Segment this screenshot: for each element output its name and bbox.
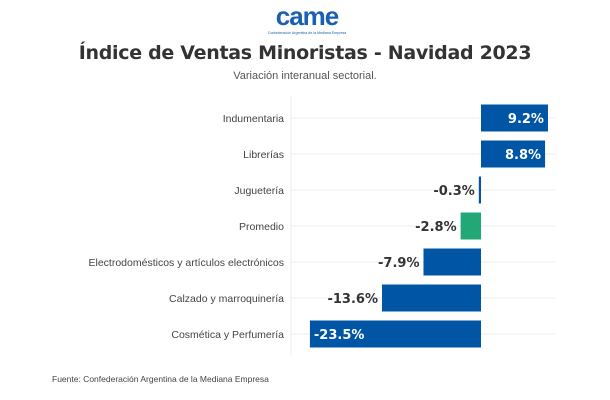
data-label: -7.9%: [378, 256, 419, 271]
chart-title: Índice de Ventas Minoristas - Navidad 20…: [78, 42, 532, 64]
bar: [481, 140, 546, 168]
bar: [460, 212, 481, 240]
bar: [481, 104, 548, 132]
svg-text:came: came: [276, 2, 339, 31]
bar: [309, 320, 481, 348]
category-label: Juguetería: [234, 185, 284, 197]
data-label: -2.8%: [415, 220, 456, 235]
data-label: 8.8%: [505, 148, 541, 163]
category-label: Electrodomésticos y artículos electrónic…: [89, 257, 285, 269]
came-logo: came Confederación Argentina de la Media…: [268, 2, 347, 35]
data-label: -23.5%: [314, 328, 365, 343]
data-label: -13.6%: [327, 292, 378, 307]
data-label: 9.2%: [508, 112, 544, 127]
source-note: Fuente: Confederación Argentina de la Me…: [52, 374, 269, 384]
category-label: Librerías: [243, 149, 284, 161]
chart-subtitle: Variación interanual sectorial.: [233, 70, 377, 82]
bar: [478, 176, 481, 204]
bar: [381, 284, 481, 312]
category-label: Calzado y marroquinería: [169, 293, 284, 305]
svg-text:Confederación Argentina de la: Confederación Argentina de la Mediana Em…: [268, 31, 347, 35]
category-label: Promedio: [239, 221, 284, 233]
bar: [423, 248, 481, 276]
category-label: Cosmética y Perfumería: [171, 329, 284, 341]
data-label: -0.3%: [433, 184, 474, 199]
category-label: Indumentaria: [223, 113, 284, 125]
